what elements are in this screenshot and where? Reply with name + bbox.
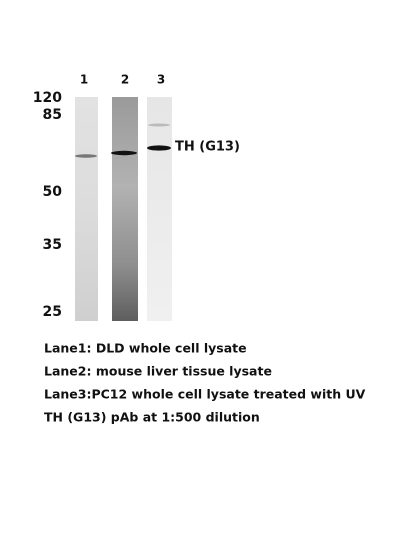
lane — [147, 97, 172, 321]
lane — [112, 97, 138, 321]
marker-label: 50 — [43, 184, 63, 200]
legend-line: Lane1: DLD whole cell lysate — [44, 341, 247, 356]
lane-label: 2 — [121, 73, 129, 87]
lane — [75, 97, 98, 321]
band — [148, 123, 170, 127]
band — [111, 150, 137, 156]
band-label: TH (G13) — [175, 140, 240, 155]
band — [75, 154, 97, 158]
marker-label: 120 — [33, 90, 62, 106]
marker-label: 85 — [43, 107, 62, 123]
lane-label: 1 — [80, 73, 88, 87]
marker-label: 25 — [43, 304, 62, 320]
legend-line: TH (G13) pAb at 1:500 dilution — [44, 410, 260, 425]
marker-label: 35 — [43, 237, 62, 253]
lane-label: 3 — [157, 73, 165, 87]
legend-line: Lane3:PC12 whole cell lysate treated wit… — [44, 387, 366, 402]
legend-line: Lane2: mouse liver tissue lysate — [44, 364, 272, 379]
band — [147, 145, 171, 151]
